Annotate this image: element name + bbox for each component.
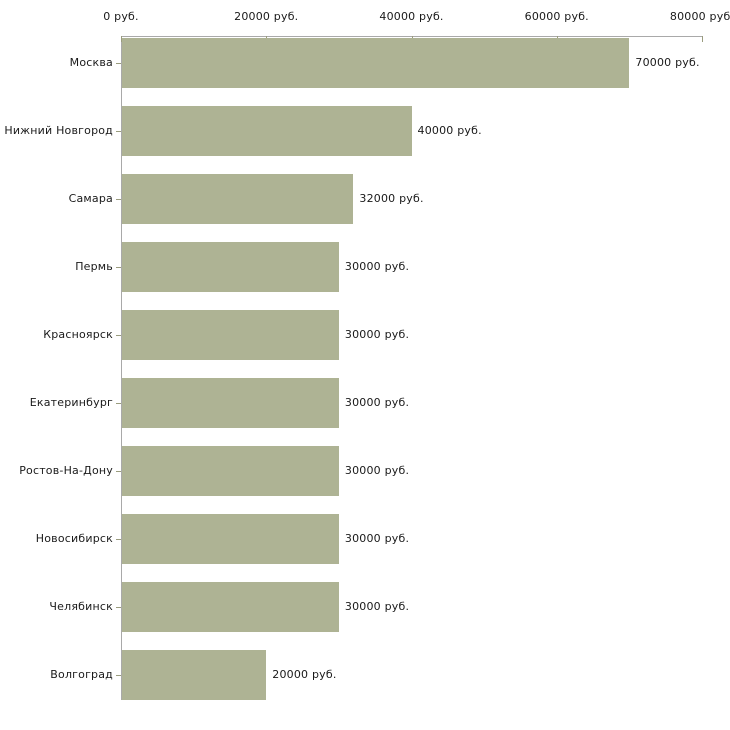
bar-value-label: 20000 руб. bbox=[272, 668, 337, 681]
bar[interactable] bbox=[122, 446, 339, 496]
bar-value-label: 40000 руб. bbox=[417, 124, 482, 137]
bar-value-label: 30000 руб. bbox=[344, 532, 410, 545]
bar[interactable] bbox=[122, 582, 339, 632]
bar-value-label: 30000 руб. bbox=[344, 396, 410, 409]
y-axis-tick bbox=[116, 199, 121, 200]
x-axis-tick-label: 0 руб. bbox=[103, 10, 139, 23]
y-axis-tick bbox=[116, 675, 121, 676]
y-axis-tick bbox=[116, 335, 121, 336]
y-axis-tick bbox=[116, 63, 121, 64]
y-axis-tick bbox=[116, 607, 121, 608]
category-label: Екатеринбург bbox=[29, 396, 113, 409]
bar[interactable] bbox=[122, 378, 339, 428]
x-axis-tick-label: 40000 руб. bbox=[379, 10, 444, 23]
bar[interactable] bbox=[122, 242, 339, 292]
y-axis-line bbox=[121, 36, 122, 700]
x-axis-tick-label: 80000 руб. bbox=[669, 10, 730, 23]
bar-value-label: 30000 руб. bbox=[344, 260, 410, 273]
bar-value-label: 30000 руб. bbox=[344, 464, 410, 477]
category-label: Нижний Новгород bbox=[4, 124, 113, 137]
category-label: Красноярск bbox=[43, 328, 113, 341]
category-label: Волгоград bbox=[50, 668, 113, 681]
y-axis-tick bbox=[116, 131, 121, 132]
x-axis-tick bbox=[702, 36, 703, 42]
x-axis-tick-label: 20000 руб. bbox=[234, 10, 299, 23]
category-label: Самара bbox=[68, 192, 113, 205]
y-axis-tick bbox=[116, 267, 121, 268]
y-axis-tick bbox=[116, 471, 121, 472]
y-axis-tick bbox=[116, 539, 121, 540]
x-axis-tick bbox=[121, 36, 122, 42]
category-label: Новосибирск bbox=[35, 532, 113, 545]
bar[interactable] bbox=[122, 514, 339, 564]
bar[interactable] bbox=[122, 174, 354, 224]
bar-value-label: 30000 руб. bbox=[344, 328, 410, 341]
bar-value-label: 70000 руб. bbox=[635, 56, 700, 69]
bar[interactable] bbox=[122, 38, 630, 88]
bar-value-label: 30000 руб. bbox=[344, 600, 410, 613]
bar[interactable] bbox=[122, 650, 267, 700]
y-axis-tick bbox=[116, 403, 121, 404]
bar[interactable] bbox=[122, 310, 339, 360]
bar-value-label: 32000 руб. bbox=[359, 192, 424, 205]
category-label: Пермь bbox=[75, 260, 113, 273]
category-label: Челябинск bbox=[49, 600, 113, 613]
x-axis-tick-label: 60000 руб. bbox=[524, 10, 589, 23]
category-label: Москва bbox=[69, 56, 113, 69]
category-label: Ростов-На-Дону bbox=[19, 464, 113, 477]
bar[interactable] bbox=[122, 106, 412, 156]
